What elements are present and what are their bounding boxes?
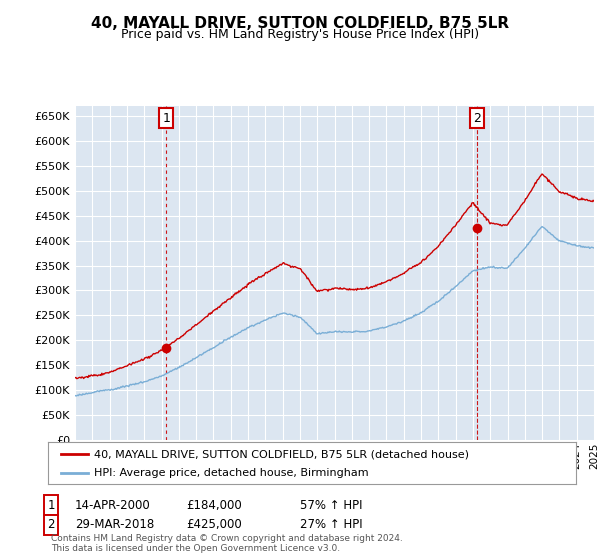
- Text: HPI: Average price, detached house, Birmingham: HPI: Average price, detached house, Birm…: [94, 468, 369, 478]
- Text: 1: 1: [47, 498, 55, 512]
- Text: 57% ↑ HPI: 57% ↑ HPI: [300, 498, 362, 512]
- Text: £184,000: £184,000: [186, 498, 242, 512]
- Text: 29-MAR-2018: 29-MAR-2018: [75, 518, 154, 531]
- Text: 14-APR-2000: 14-APR-2000: [75, 498, 151, 512]
- Text: £425,000: £425,000: [186, 518, 242, 531]
- Text: Contains HM Land Registry data © Crown copyright and database right 2024.
This d: Contains HM Land Registry data © Crown c…: [51, 534, 403, 553]
- Text: 2: 2: [47, 518, 55, 531]
- Text: Price paid vs. HM Land Registry's House Price Index (HPI): Price paid vs. HM Land Registry's House …: [121, 28, 479, 41]
- Text: 27% ↑ HPI: 27% ↑ HPI: [300, 518, 362, 531]
- Text: 1: 1: [163, 111, 170, 124]
- Text: 40, MAYALL DRIVE, SUTTON COLDFIELD, B75 5LR (detached house): 40, MAYALL DRIVE, SUTTON COLDFIELD, B75 …: [94, 449, 469, 459]
- Text: 2: 2: [473, 111, 481, 124]
- Text: 40, MAYALL DRIVE, SUTTON COLDFIELD, B75 5LR: 40, MAYALL DRIVE, SUTTON COLDFIELD, B75 …: [91, 16, 509, 31]
